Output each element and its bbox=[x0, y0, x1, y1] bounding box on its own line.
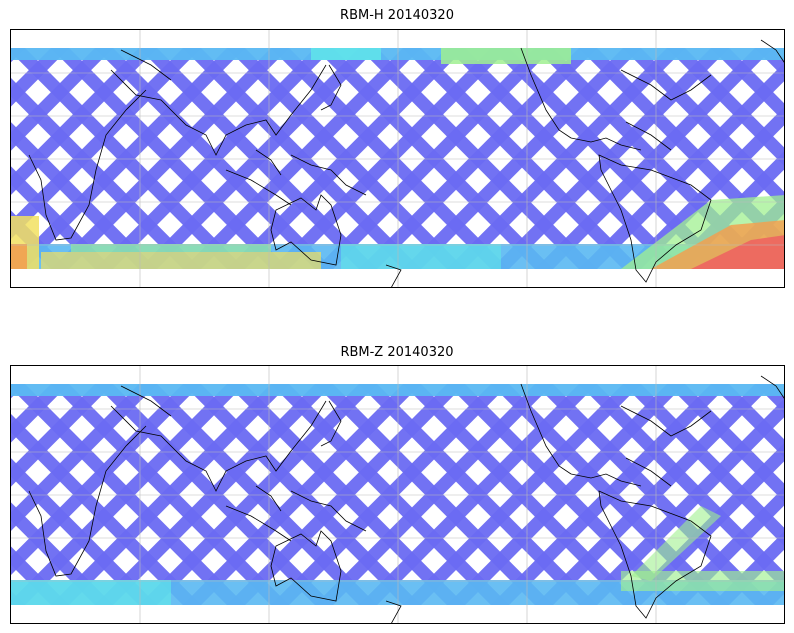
coastline bbox=[620, 69, 712, 101]
swath-layer bbox=[11, 384, 784, 605]
coastlines bbox=[28, 375, 784, 623]
north-band bbox=[11, 384, 784, 396]
coastline bbox=[570, 137, 642, 151]
coastline bbox=[28, 89, 147, 241]
coastline bbox=[28, 425, 147, 577]
coastline bbox=[625, 457, 672, 487]
gridlines bbox=[11, 30, 784, 287]
coastline bbox=[120, 49, 172, 81]
swath-descending bbox=[534, 384, 774, 605]
swath-descending bbox=[138, 384, 378, 605]
swath-descending bbox=[490, 48, 730, 269]
panel-title-top: RBM-H 20140320 bbox=[340, 8, 454, 23]
coastline bbox=[760, 39, 784, 63]
swath-descending bbox=[11, 48, 202, 240]
swath-ascending bbox=[11, 166, 114, 269]
swath-descending bbox=[50, 48, 290, 269]
coastline bbox=[760, 375, 784, 399]
swath-ascending bbox=[666, 48, 784, 166]
swath-descending bbox=[11, 384, 114, 487]
anomaly-south-cyan bbox=[341, 244, 501, 269]
swath-descending bbox=[270, 48, 510, 269]
swath-descending bbox=[578, 62, 784, 269]
coastline bbox=[225, 169, 292, 206]
anomaly-atlantic-red bbox=[691, 235, 784, 269]
swath-descending bbox=[534, 48, 774, 269]
coastline bbox=[270, 194, 342, 266]
map-bottom-svg bbox=[11, 366, 784, 623]
coastline bbox=[570, 473, 642, 487]
coastline bbox=[520, 47, 572, 139]
anomaly-north-cyan bbox=[311, 48, 381, 60]
coastline bbox=[520, 383, 572, 475]
coastline bbox=[255, 149, 282, 176]
swath-layer bbox=[11, 48, 784, 269]
coastline bbox=[385, 600, 402, 623]
swath-descending bbox=[50, 384, 290, 605]
swath-descending bbox=[402, 384, 642, 605]
swath-descending bbox=[11, 384, 26, 399]
swath-ascending bbox=[710, 48, 784, 122]
coastlines bbox=[28, 39, 784, 287]
anomaly-south-green bbox=[71, 244, 271, 252]
swath-ascending bbox=[11, 502, 114, 605]
swath-descending bbox=[11, 48, 114, 151]
swath-descending bbox=[358, 384, 598, 605]
anomaly-west-orange bbox=[11, 244, 27, 269]
anomaly-south-yellow bbox=[41, 252, 321, 269]
swath-descending bbox=[182, 48, 422, 269]
coastline bbox=[255, 485, 282, 512]
coastline bbox=[110, 64, 327, 156]
anomaly-atlantic-swath bbox=[631, 506, 721, 581]
swath-descending bbox=[11, 384, 70, 443]
swath-descending bbox=[11, 384, 202, 576]
map-bottom bbox=[10, 365, 785, 624]
coastline bbox=[625, 121, 672, 151]
coastline bbox=[598, 490, 712, 619]
gridlines bbox=[11, 366, 784, 623]
swath-descending bbox=[11, 48, 158, 195]
swath-ascending bbox=[11, 546, 70, 605]
swath-descending bbox=[11, 48, 246, 269]
coastline bbox=[320, 64, 342, 111]
swath-descending bbox=[446, 48, 686, 269]
swath-descending bbox=[402, 48, 642, 269]
coastline bbox=[620, 405, 712, 437]
coastline bbox=[225, 505, 292, 542]
swath-descending bbox=[182, 384, 422, 605]
swath-descending bbox=[94, 48, 334, 269]
coastline bbox=[290, 490, 367, 532]
coastline bbox=[320, 400, 342, 447]
swath-ascending bbox=[666, 384, 784, 502]
swath-descending bbox=[314, 48, 554, 269]
swath-descending bbox=[446, 384, 686, 605]
coastline bbox=[385, 264, 402, 287]
swath-descending bbox=[138, 48, 378, 269]
coastline bbox=[270, 530, 342, 602]
swath-descending bbox=[11, 48, 70, 107]
swath-descending bbox=[226, 384, 466, 605]
coastline bbox=[290, 154, 367, 196]
swath-descending bbox=[94, 384, 334, 605]
coastline bbox=[110, 400, 327, 492]
coastline bbox=[598, 154, 712, 283]
anomaly-south-cyan bbox=[11, 580, 171, 605]
map-top-svg bbox=[11, 30, 784, 287]
swath-descending bbox=[11, 384, 158, 531]
swath-descending bbox=[358, 48, 598, 269]
anomaly-north-pacific bbox=[441, 48, 571, 64]
coastline bbox=[120, 385, 172, 417]
swath-descending bbox=[11, 384, 246, 605]
map-top bbox=[10, 29, 785, 288]
north-band bbox=[11, 48, 784, 60]
swath-descending bbox=[490, 384, 730, 605]
swath-descending bbox=[270, 384, 510, 605]
swath-descending bbox=[314, 384, 554, 605]
swath-ascending bbox=[11, 590, 26, 605]
swath-ascending bbox=[710, 384, 784, 458]
swath-descending bbox=[226, 48, 466, 269]
panel-title-bottom: RBM-Z 20140320 bbox=[340, 345, 454, 360]
